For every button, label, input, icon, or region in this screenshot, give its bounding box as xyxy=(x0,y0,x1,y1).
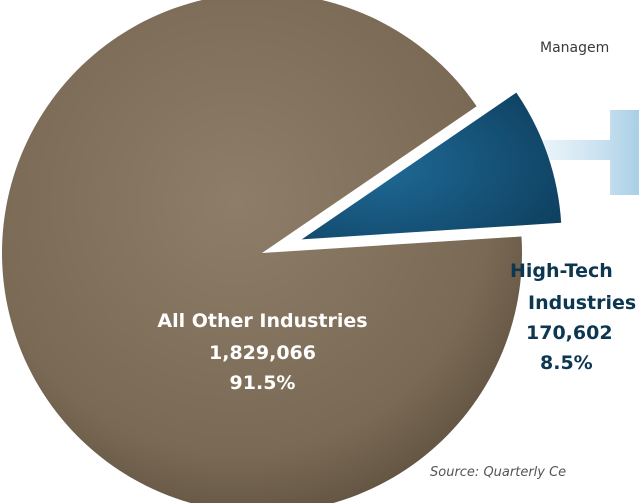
slice-hightech-name-1: High-Tech xyxy=(510,260,613,282)
management-note: Managem xyxy=(540,40,610,56)
slice-other-value: 1,829,066 xyxy=(209,342,316,364)
slice-hightech-name-2: Industries xyxy=(528,292,637,314)
slice-percent-other: 91.5% xyxy=(120,372,405,394)
slice-other-percent: 91.5% xyxy=(229,372,296,394)
source-note: Source: Quarterly Ce xyxy=(430,465,567,480)
slice-other-name: All Other Industries xyxy=(157,310,368,332)
slice-label-other: All Other Industries xyxy=(120,310,405,332)
pie-slice-other-industries xyxy=(2,0,522,503)
pie-slice-high-tech xyxy=(301,92,562,240)
slice-value-other: 1,829,066 xyxy=(120,342,405,364)
slice-hightech-value: 170,602 xyxy=(526,322,613,344)
slice-hightech-percent: 8.5% xyxy=(540,352,593,374)
pointer-arrow xyxy=(500,110,639,195)
